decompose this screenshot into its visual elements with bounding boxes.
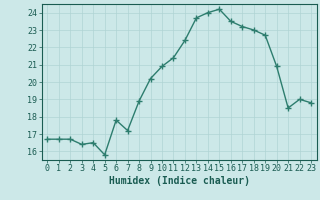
X-axis label: Humidex (Indice chaleur): Humidex (Indice chaleur): [109, 176, 250, 186]
